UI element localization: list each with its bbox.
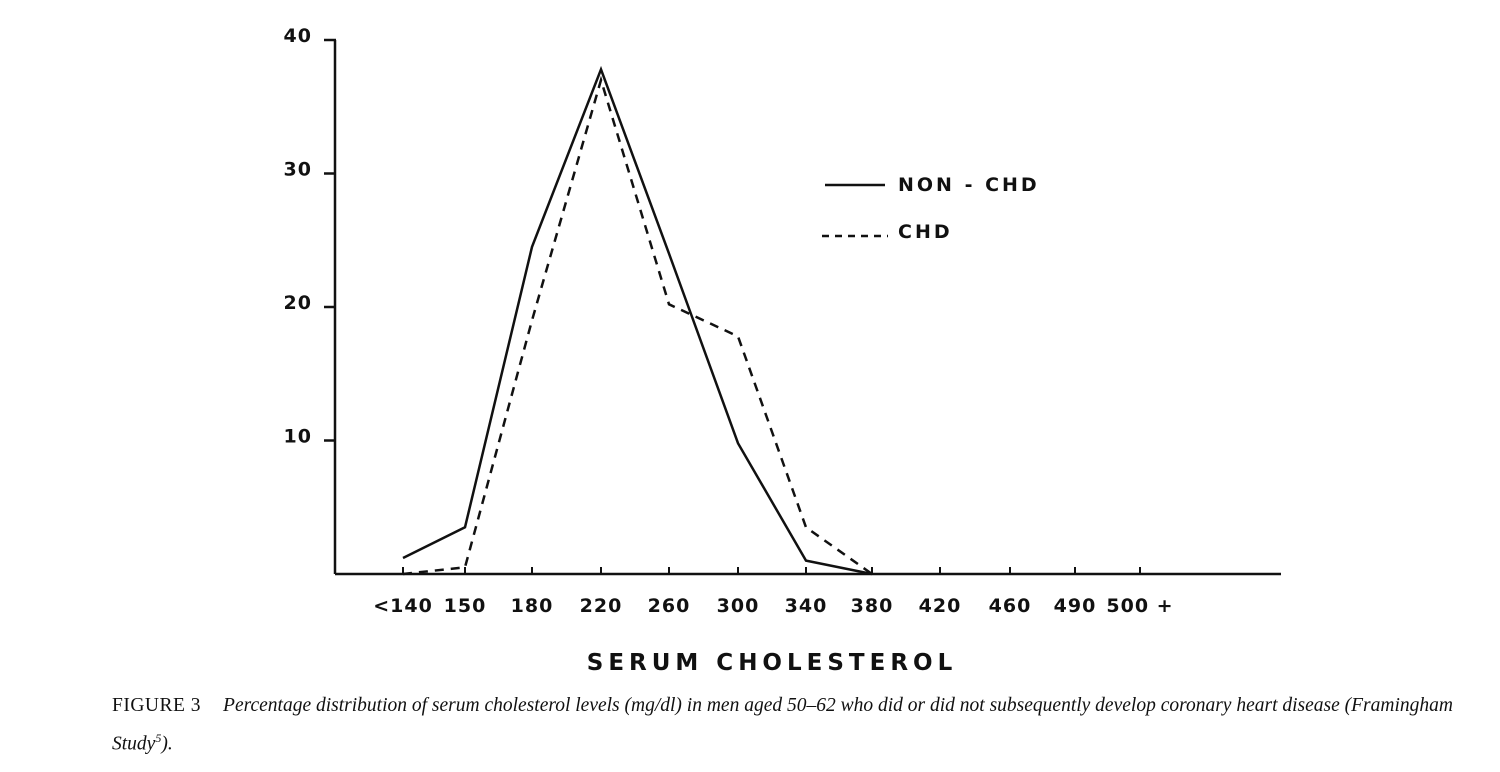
x-tick-label: 500 + xyxy=(1106,595,1173,617)
x-tick-label: 300 xyxy=(717,595,760,617)
y-tick-label: 30 xyxy=(284,159,312,181)
x-tick-label: 180 xyxy=(511,595,554,617)
figure-label: FIGURE 3 xyxy=(112,695,202,716)
y-tick-label: 10 xyxy=(284,426,312,448)
figure-caption-text: Percentage distribution of serum cholest… xyxy=(112,695,1453,755)
x-tick-label: 460 xyxy=(989,595,1032,617)
x-tick-label: 220 xyxy=(580,595,623,617)
serum-cholesterol-chart: 10 20 30 40 <140 150 180 220 260 300 340 380 420 460… xyxy=(284,25,1281,676)
legend-label-chd: CHD xyxy=(898,221,953,243)
x-tick-label: 490 xyxy=(1054,595,1097,617)
figure-caption: FIGURE 3 Percentage distribution of serum… xyxy=(112,690,1497,761)
y-tick-label: 40 xyxy=(284,25,312,47)
legend: NON - CHD CHD xyxy=(822,174,1040,243)
legend-label-non-chd: NON - CHD xyxy=(898,174,1040,196)
series-line-non-chd xyxy=(402,65,873,576)
caption-reference: 5 xyxy=(155,731,162,745)
x-tick-label: 380 xyxy=(851,595,894,617)
x-axis-title: SERUM CHOLESTEROL xyxy=(587,650,958,676)
x-tick-label: 420 xyxy=(919,595,962,617)
figure-caption-end: ). xyxy=(161,733,173,755)
x-tick-label: 150 xyxy=(444,595,487,617)
series-line-chd xyxy=(402,75,873,576)
x-tick-label: 260 xyxy=(648,595,691,617)
x-tick-label: 340 xyxy=(785,595,828,617)
y-tick-label: 20 xyxy=(284,292,312,314)
x-tick-label: <140 xyxy=(373,595,433,617)
